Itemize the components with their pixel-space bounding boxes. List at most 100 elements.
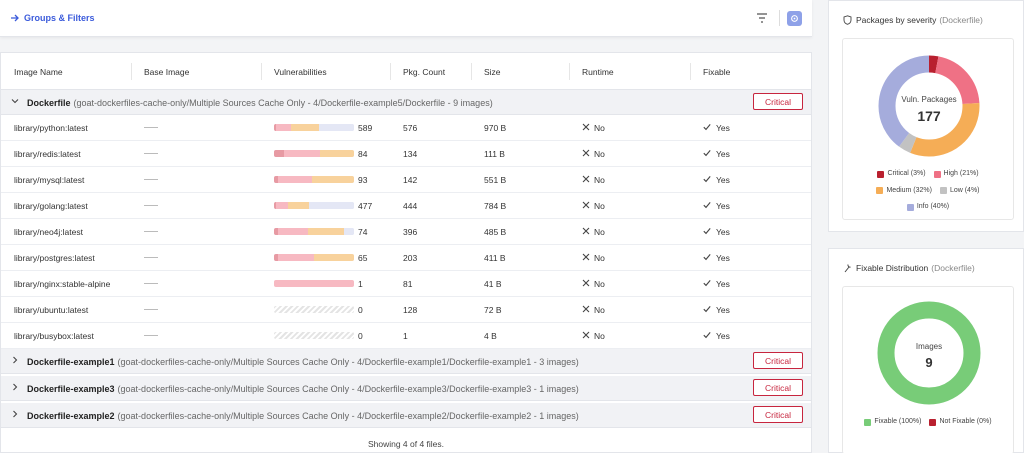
view-toggle-button[interactable] bbox=[787, 10, 802, 26]
check-icon bbox=[703, 202, 711, 209]
image-size: 4 B bbox=[484, 331, 497, 341]
image-name[interactable]: library/neo4j:latest bbox=[14, 227, 83, 237]
legend-swatch bbox=[864, 418, 872, 426]
table-row[interactable]: library/neo4j:latest 74 396 485 B No Yes bbox=[1, 219, 811, 245]
base-image-empty bbox=[144, 231, 158, 232]
col-pkg-count[interactable]: Pkg. Count bbox=[403, 67, 446, 77]
col-size[interactable]: Size bbox=[484, 67, 501, 77]
group-name: Dockerfile (goat-dockerfiles-cache-only/M… bbox=[27, 98, 493, 108]
vulnerability-count: 74 bbox=[358, 227, 368, 237]
critical-badge[interactable]: Critical bbox=[753, 406, 803, 423]
image-size: 485 B bbox=[484, 227, 507, 237]
image-name[interactable]: library/golang:latest bbox=[14, 201, 88, 211]
col-base-image[interactable]: Base Image bbox=[144, 67, 190, 77]
vulnerability-bar[interactable] bbox=[274, 176, 354, 183]
chevron-down-icon[interactable] bbox=[11, 97, 19, 105]
legend-swatch bbox=[906, 203, 914, 211]
pkg-count: 396 bbox=[403, 227, 418, 237]
image-name[interactable]: library/mysql:latest bbox=[14, 175, 85, 185]
vulnerability-bar-segment bbox=[274, 150, 284, 157]
vulnerability-bar-segment bbox=[274, 124, 277, 131]
check-icon bbox=[703, 228, 711, 235]
vulnerability-bar[interactable] bbox=[274, 124, 354, 131]
table-row[interactable]: library/busybox:latest 0 1 4 B No Yes bbox=[1, 323, 811, 349]
fixable-value: Yes bbox=[716, 253, 730, 263]
table-row[interactable]: library/mysql:latest 93 142 551 B No Yes bbox=[1, 167, 811, 193]
group-row-dockerfile-example3[interactable]: Dockerfile-example3 (goat-dockerfiles-cac… bbox=[1, 376, 811, 401]
group-name: Dockerfile-example1 (goat-dockerfiles-cac… bbox=[27, 357, 579, 367]
image-name[interactable]: library/ubuntu:latest bbox=[14, 305, 89, 315]
vulnerability-bar[interactable] bbox=[274, 202, 354, 209]
vulnerability-count: 0 bbox=[358, 305, 363, 315]
base-image-empty bbox=[144, 283, 158, 284]
chevron-right-icon[interactable] bbox=[11, 356, 19, 364]
donut-slice[interactable] bbox=[877, 301, 981, 405]
runtime-value: No bbox=[594, 253, 605, 263]
image-name[interactable]: library/nginx:stable-alpine bbox=[14, 279, 111, 289]
table-row[interactable]: library/redis:latest 84 134 111 B No Yes bbox=[1, 141, 811, 167]
vulnerability-bar-segment bbox=[308, 228, 345, 235]
col-vulnerabilities[interactable]: Vulnerabilities bbox=[274, 67, 327, 77]
vulnerability-bar[interactable] bbox=[274, 150, 354, 157]
vulnerability-bar-segment bbox=[290, 124, 319, 131]
vulnerability-bar-segment bbox=[309, 202, 354, 209]
critical-badge[interactable]: Critical bbox=[753, 93, 803, 110]
check-icon bbox=[703, 306, 711, 313]
chevron-right-icon[interactable] bbox=[11, 410, 19, 418]
chevron-right-icon[interactable] bbox=[11, 383, 19, 391]
pkg-count: 142 bbox=[403, 175, 418, 185]
image-name[interactable]: library/busybox:latest bbox=[14, 331, 94, 341]
vulnerability-bar[interactable] bbox=[274, 228, 354, 235]
critical-badge[interactable]: Critical bbox=[753, 379, 803, 396]
runtime-value: No bbox=[594, 175, 605, 185]
fixable-value: Yes bbox=[716, 331, 730, 341]
runtime-value: No bbox=[594, 149, 605, 159]
groups-filters-toggle[interactable]: Groups & Filters bbox=[10, 13, 95, 23]
group-row-dockerfile-example2[interactable]: Dockerfile-example2 (goat-dockerfiles-cac… bbox=[1, 403, 811, 428]
wrench-icon bbox=[844, 264, 851, 273]
vulnerability-bar-segment bbox=[278, 176, 313, 183]
donut-center-label: Vuln. Packages bbox=[901, 95, 956, 104]
legend-swatch bbox=[929, 418, 937, 426]
table-row[interactable]: library/golang:latest 477 444 784 B No Yes bbox=[1, 193, 811, 219]
table-row[interactable]: library/python:latest 589 576 970 B No Yes bbox=[1, 115, 811, 141]
x-icon bbox=[582, 123, 590, 131]
col-image-name[interactable]: Image Name bbox=[14, 67, 63, 77]
vulnerability-count: 84 bbox=[358, 149, 368, 159]
group-path: (goat-dockerfiles-cache-only/Multiple So… bbox=[117, 357, 579, 367]
image-name[interactable]: library/redis:latest bbox=[14, 149, 81, 159]
donut-center-value: 177 bbox=[917, 108, 941, 124]
x-icon bbox=[582, 253, 590, 261]
donut-slice[interactable] bbox=[878, 55, 980, 157]
critical-badge[interactable]: Critical bbox=[753, 352, 803, 369]
base-image-empty bbox=[144, 257, 158, 258]
legend-critical: Critical (3%) bbox=[877, 167, 926, 181]
table-row[interactable]: library/postgres:latest 65 203 411 B No Yes bbox=[1, 245, 811, 271]
group-row-dockerfile[interactable]: Dockerfile (goat-dockerfiles-cache-only/M… bbox=[1, 90, 811, 115]
vulnerability-bar-segment bbox=[276, 124, 291, 131]
check-icon bbox=[703, 176, 711, 183]
table-row[interactable]: library/nginx:stable-alpine 1 81 41 B No Yes bbox=[1, 271, 811, 297]
vulnerability-bar[interactable] bbox=[274, 254, 354, 261]
filter-icon[interactable] bbox=[755, 11, 769, 25]
legend-medium: Medium (32%) bbox=[876, 184, 932, 198]
severity-donut-chart: Vuln. Packages 177 Critical (3%) High (2… bbox=[842, 38, 1014, 220]
vulnerability-bar[interactable] bbox=[274, 280, 354, 287]
image-name[interactable]: library/python:latest bbox=[14, 123, 88, 133]
col-runtime[interactable]: Runtime bbox=[582, 67, 614, 77]
group-row-dockerfile-example1[interactable]: Dockerfile-example1 (goat-dockerfiles-cac… bbox=[1, 349, 811, 374]
vulnerability-bar-segment bbox=[319, 150, 354, 157]
donut-slice[interactable] bbox=[878, 55, 980, 157]
col-fixable[interactable]: Fixable bbox=[703, 67, 731, 77]
vulnerability-bar[interactable] bbox=[274, 332, 354, 339]
x-icon bbox=[582, 305, 590, 313]
fixable-panel-subtitle: (Dockerfile) bbox=[931, 263, 975, 273]
image-name[interactable]: library/postgres:latest bbox=[14, 253, 95, 263]
check-icon bbox=[703, 150, 711, 157]
legend-swatch bbox=[876, 187, 884, 194]
vulnerability-bar[interactable] bbox=[274, 306, 354, 313]
table-row[interactable]: library/ubuntu:latest 0 128 72 B No Yes bbox=[1, 297, 811, 323]
runtime-value: No bbox=[594, 201, 605, 211]
col-separator bbox=[569, 63, 570, 80]
fixable-value: Yes bbox=[716, 149, 730, 159]
